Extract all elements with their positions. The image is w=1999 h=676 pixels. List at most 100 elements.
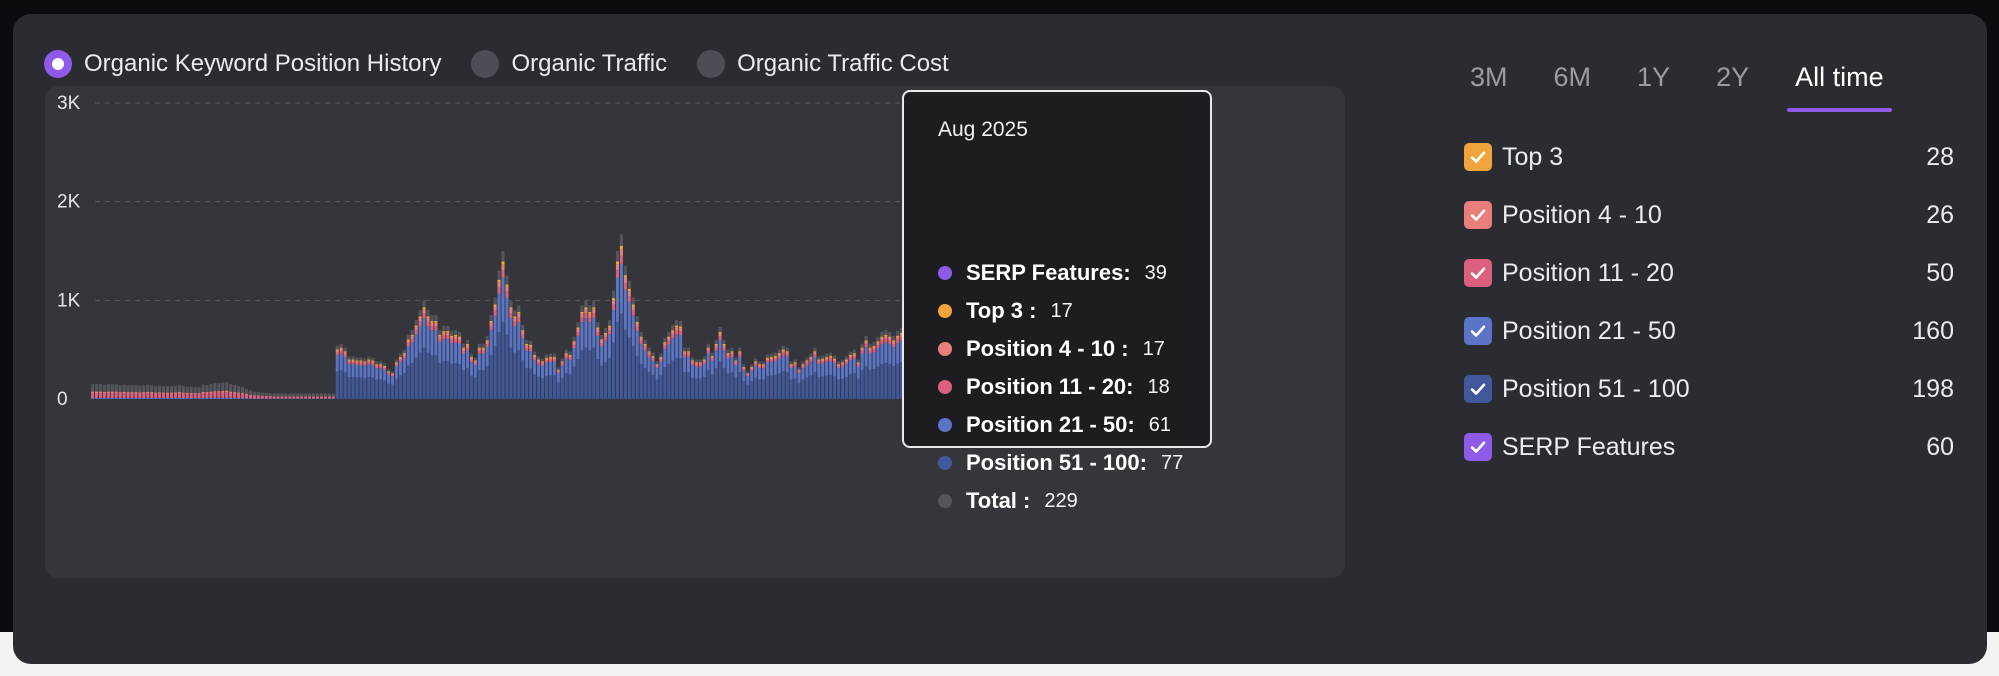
bar-segment-p21[interactable]: [189, 398, 193, 399]
bar-segment-p21[interactable]: [785, 356, 789, 373]
bar-segment-p51[interactable]: [596, 358, 600, 399]
bar-segment-p11[interactable]: [454, 338, 458, 343]
bar-segment-p4[interactable]: [805, 361, 809, 363]
bar-segment-p21[interactable]: [718, 339, 722, 362]
bar-segment-top3[interactable]: [817, 359, 821, 361]
bar-segment-top3[interactable]: [347, 359, 351, 361]
bar-segment-p21[interactable]: [734, 365, 738, 378]
bar-segment-p11[interactable]: [793, 364, 797, 367]
bar-segment-top3[interactable]: [726, 353, 730, 355]
bar-segment-p21[interactable]: [876, 348, 880, 367]
bar-segment-p4[interactable]: [252, 395, 256, 397]
bar-segment-rest[interactable]: [284, 393, 288, 397]
bar-segment-top3[interactable]: [896, 335, 900, 338]
bar-segment-rest[interactable]: [813, 347, 817, 352]
bar-segment-p51[interactable]: [584, 347, 588, 399]
bar-segment-p11[interactable]: [667, 340, 671, 344]
bar-segment-p21[interactable]: [560, 365, 564, 378]
bar-segment-p4[interactable]: [185, 392, 189, 395]
bar-segment-p4[interactable]: [509, 309, 513, 314]
bar-segment-p4[interactable]: [355, 361, 359, 363]
bar-segment-top3[interactable]: [517, 311, 521, 314]
bar-segment-p4[interactable]: [513, 318, 517, 322]
bar-segment-top3[interactable]: [604, 332, 608, 335]
bar-segment-rest[interactable]: [252, 391, 256, 396]
bar-segment-p4[interactable]: [817, 360, 821, 363]
bar-segment-p51[interactable]: [852, 373, 856, 399]
bar-segment-rest[interactable]: [327, 393, 331, 397]
bar-segment-p11[interactable]: [426, 321, 430, 327]
bar-segment-p21[interactable]: [821, 363, 825, 377]
bar-segment-rest[interactable]: [387, 369, 391, 372]
bar-segment-rest[interactable]: [604, 327, 608, 333]
bar-segment-rest[interactable]: [884, 329, 888, 335]
bar-segment-rest[interactable]: [339, 343, 343, 348]
bar-segment-p4[interactable]: [529, 346, 533, 349]
bar-segment-rest[interactable]: [296, 393, 300, 397]
checkbox-checked-icon[interactable]: [1464, 433, 1492, 461]
radio-organic-traffic-cost[interactable]: Organic Traffic Cost: [697, 50, 949, 78]
bar-segment-p51[interactable]: [359, 377, 363, 399]
bar-segment-p51[interactable]: [718, 361, 722, 399]
bar-segment-p21[interactable]: [529, 351, 533, 369]
bar-segment-rest[interactable]: [651, 352, 655, 356]
bar-segment-p11[interactable]: [260, 396, 264, 399]
bar-segment-top3[interactable]: [675, 325, 679, 328]
bar-segment-top3[interactable]: [635, 321, 639, 324]
bar-segment-p11[interactable]: [900, 337, 904, 341]
checkbox-checked-icon[interactable]: [1464, 259, 1492, 287]
bar-segment-p21[interactable]: [142, 397, 146, 399]
bar-segment-p4[interactable]: [663, 343, 667, 346]
bar-segment-p11[interactable]: [702, 362, 706, 365]
bar-segment-p4[interactable]: [781, 350, 785, 353]
bar-segment-p11[interactable]: [651, 358, 655, 361]
bar-segment-p51[interactable]: [797, 382, 801, 399]
bar-segment-p21[interactable]: [469, 361, 473, 376]
bar-segment-p4[interactable]: [193, 393, 197, 395]
bar-segment-rest[interactable]: [655, 361, 659, 365]
bar-segment-p51[interactable]: [497, 332, 501, 399]
bar-segment-rest[interactable]: [375, 361, 379, 365]
bar-segment-p4[interactable]: [339, 348, 343, 351]
bar-segment-p4[interactable]: [840, 363, 844, 365]
bar-segment-top3[interactable]: [525, 343, 529, 346]
bar-segment-p11[interactable]: [169, 393, 173, 398]
bar-segment-p21[interactable]: [888, 343, 892, 365]
bar-segment-rest[interactable]: [773, 352, 777, 356]
bar-segment-rest[interactable]: [679, 321, 683, 327]
bar-segment-top3[interactable]: [821, 358, 825, 360]
bar-segment-p51[interactable]: [880, 364, 884, 399]
bar-segment-p21[interactable]: [197, 398, 201, 399]
bar-segment-rest[interactable]: [742, 364, 746, 367]
bar-segment-p21[interactable]: [548, 361, 552, 376]
bar-segment-p4[interactable]: [505, 286, 509, 292]
bar-segment-p11[interactable]: [619, 255, 623, 264]
bar-segment-p11[interactable]: [679, 331, 683, 336]
bar-segment-p4[interactable]: [627, 291, 631, 296]
bar-segment-top3[interactable]: [398, 356, 402, 358]
bar-segment-p11[interactable]: [367, 362, 371, 365]
bar-segment-top3[interactable]: [663, 342, 667, 344]
bar-segment-rest[interactable]: [540, 358, 544, 362]
bar-segment-p11[interactable]: [726, 356, 730, 359]
bar-segment-p4[interactable]: [450, 337, 454, 340]
bar-segment-p21[interactable]: [181, 397, 185, 399]
bar-segment-p51[interactable]: [339, 370, 343, 399]
bar-segment-p51[interactable]: [387, 383, 391, 399]
bar-segment-p51[interactable]: [564, 373, 568, 399]
bar-segment-p51[interactable]: [781, 371, 785, 399]
bar-segment-p51[interactable]: [801, 379, 805, 400]
bar-segment-p21[interactable]: [146, 397, 150, 399]
bar-segment-p51[interactable]: [383, 380, 387, 399]
bar-segment-top3[interactable]: [884, 334, 888, 337]
bar-segment-p51[interactable]: [817, 376, 821, 399]
bar-segment-p4[interactable]: [612, 300, 616, 305]
bar-segment-p51[interactable]: [529, 368, 533, 399]
bar-segment-p4[interactable]: [635, 323, 639, 327]
bar-segment-p11[interactable]: [548, 359, 552, 362]
bar-segment-rest[interactable]: [505, 275, 509, 285]
bar-segment-p51[interactable]: [525, 368, 529, 399]
bar-segment-top3[interactable]: [422, 307, 426, 310]
bar-segment-p11[interactable]: [146, 393, 150, 398]
bar-segment-p51[interactable]: [825, 375, 829, 399]
